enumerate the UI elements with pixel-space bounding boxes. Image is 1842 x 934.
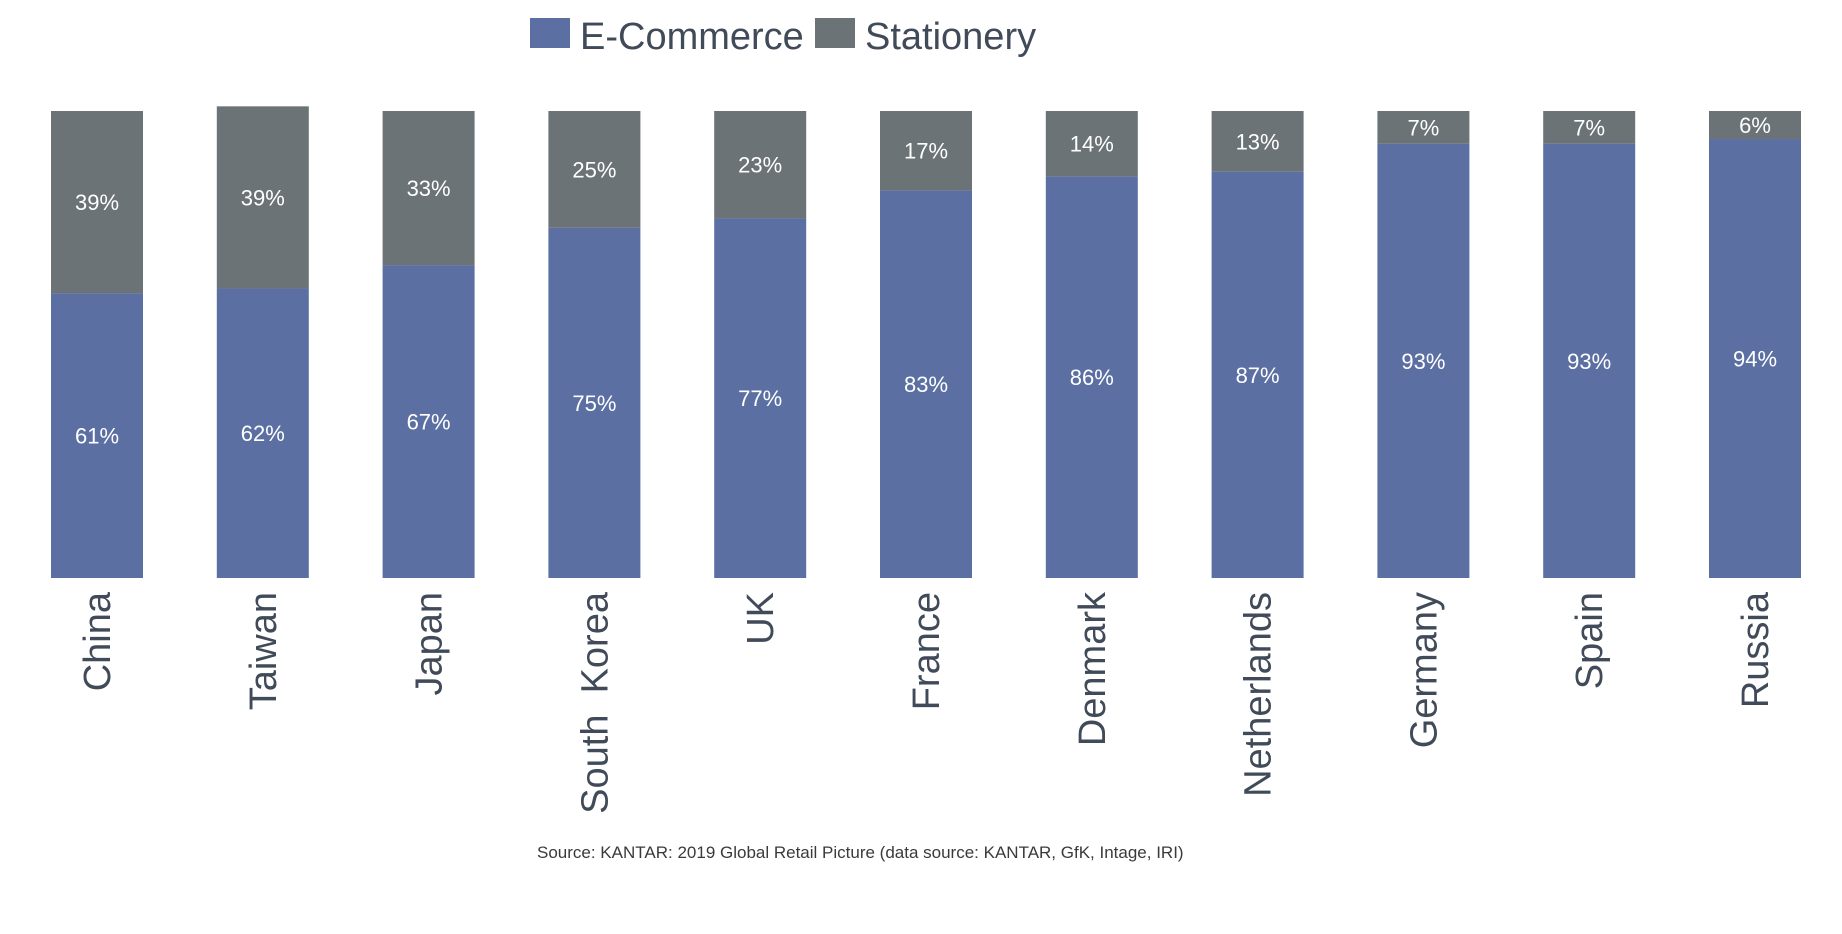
bar-stationery-denmark [1045, 111, 1138, 177]
bar-stationery-netherlands [1211, 111, 1304, 172]
data-label-stationery-russia: 6% [1739, 113, 1771, 138]
data-label-stationery-taiwan: 39% [241, 185, 285, 210]
category-label-taiwan: Taiwan [243, 592, 285, 710]
bar-e-commerce-uk [714, 218, 807, 578]
bar-stationery-taiwan [216, 106, 309, 289]
data-label-e-commerce-taiwan: 62% [241, 421, 285, 446]
category-label-germany: Germany [1403, 592, 1445, 748]
bar-stationery-japan [382, 111, 475, 266]
category-label-uk: UK [740, 592, 782, 645]
bar-stationery-china [51, 111, 143, 294]
bar-e-commerce-denmark [1045, 176, 1138, 578]
legend-label-stationery: Stationery [865, 16, 1036, 58]
bar-e-commerce-germany [1377, 143, 1470, 578]
data-label-stationery-china: 39% [75, 190, 119, 215]
category-label-japan: Japan [409, 592, 451, 696]
category-label-china: China [77, 591, 119, 691]
bar-e-commerce-russia [1709, 139, 1801, 578]
data-label-e-commerce-russia: 94% [1733, 347, 1777, 372]
source-note: Source: KANTAR: 2019 Global Retail Pictu… [537, 843, 1184, 862]
bar-e-commerce-japan [382, 265, 475, 578]
data-label-stationery-spain: 7% [1573, 115, 1605, 140]
legend-label-ecommerce: E-Commerce [580, 16, 804, 58]
category-label-south-korea: South Korea [574, 591, 616, 814]
bar-e-commerce-south-korea [548, 227, 641, 578]
legend: E-Commerce Stationery [530, 16, 1036, 58]
bar-e-commerce-netherlands [1211, 171, 1304, 578]
category-labels: China Taiwan Japan South Korea UK France Denma… [77, 591, 1777, 814]
bar-stationery-france [880, 111, 972, 191]
data-label-e-commerce-germany: 93% [1401, 349, 1445, 374]
data-label-e-commerce-uk: 77% [738, 386, 782, 411]
bar-e-commerce-spain [1543, 143, 1636, 578]
data-label-e-commerce-france: 83% [904, 372, 948, 397]
bar-stationery-russia [1709, 111, 1801, 140]
bars-group: 61% 39% 62% 39% 67% 33% 75% 25% 77% 23% 83% 17% 86% 1… [51, 106, 1801, 578]
data-label-stationery-denmark: 14% [1070, 132, 1114, 157]
category-label-netherlands: Netherlands [1238, 592, 1280, 797]
data-label-stationery-germany: 7% [1408, 115, 1440, 140]
data-label-stationery-japan: 33% [407, 176, 451, 201]
category-label-france: France [906, 592, 948, 710]
legend-swatch-stationery [815, 18, 855, 48]
data-label-stationery-france: 17% [904, 139, 948, 164]
category-label-russia: Russia [1735, 591, 1777, 708]
data-label-stationery-netherlands: 13% [1236, 129, 1280, 154]
bar-e-commerce-china [51, 293, 143, 578]
legend-swatch-ecommerce [530, 18, 570, 48]
data-label-e-commerce-south-korea: 75% [572, 391, 616, 416]
data-label-e-commerce-netherlands: 87% [1236, 363, 1280, 388]
bar-stationery-south-korea [548, 111, 641, 228]
data-label-e-commerce-japan: 67% [407, 410, 451, 435]
category-label-denmark: Denmark [1072, 591, 1114, 746]
data-label-stationery-uk: 23% [738, 153, 782, 178]
data-label-e-commerce-china: 61% [75, 424, 119, 449]
bar-e-commerce-france [880, 190, 972, 578]
data-label-e-commerce-spain: 93% [1567, 349, 1611, 374]
category-label-spain: Spain [1569, 592, 1611, 689]
data-label-stationery-south-korea: 25% [572, 157, 616, 182]
bar-stationery-uk [714, 111, 807, 219]
bar-stationery-spain [1543, 111, 1636, 144]
bar-stationery-germany [1377, 111, 1470, 144]
data-label-e-commerce-denmark: 86% [1070, 365, 1114, 390]
bar-e-commerce-taiwan [216, 288, 309, 578]
